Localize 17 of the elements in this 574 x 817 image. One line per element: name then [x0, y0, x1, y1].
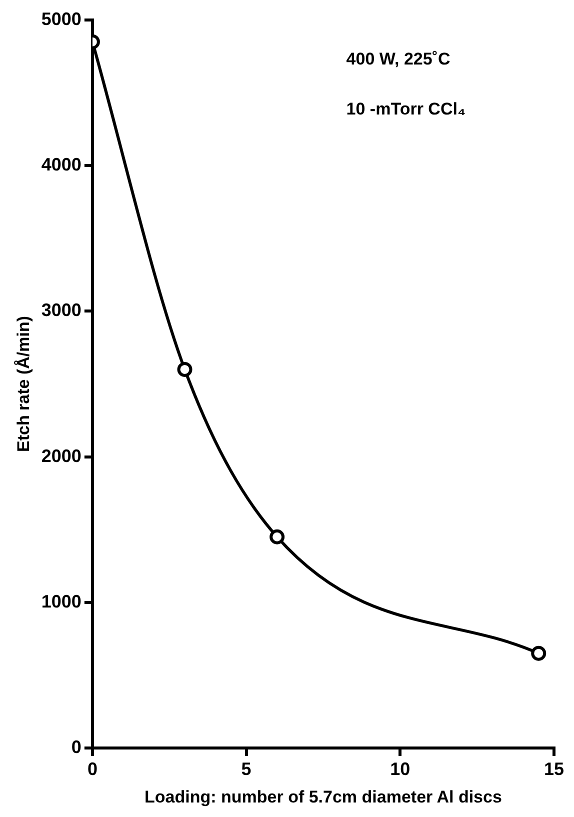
- y-tick-label: 2000: [41, 446, 82, 466]
- x-tick-label: 10: [390, 758, 410, 779]
- annotation: 400 W, 225˚C: [346, 50, 450, 69]
- x-tick-label: 0: [87, 758, 98, 779]
- y-tick-label: 5000: [41, 8, 82, 29]
- point: [177, 362, 192, 377]
- y-tick-label: 3000: [41, 300, 82, 320]
- x-tick-label: 15: [544, 758, 564, 779]
- y-tick-label: 1000: [41, 591, 82, 612]
- y-axis-title: Etch rate (Å/min): [14, 316, 33, 452]
- x-axis-title: Loading: number of 5.7cm diameter Al discs: [144, 787, 502, 806]
- annotation: 10 -mTorr CCl₄: [346, 100, 466, 119]
- point: [531, 646, 546, 661]
- x-tick-label: 5: [241, 758, 252, 779]
- point: [270, 529, 285, 544]
- y-tick-label: 0: [71, 736, 82, 757]
- y-tick-label: 4000: [41, 154, 82, 175]
